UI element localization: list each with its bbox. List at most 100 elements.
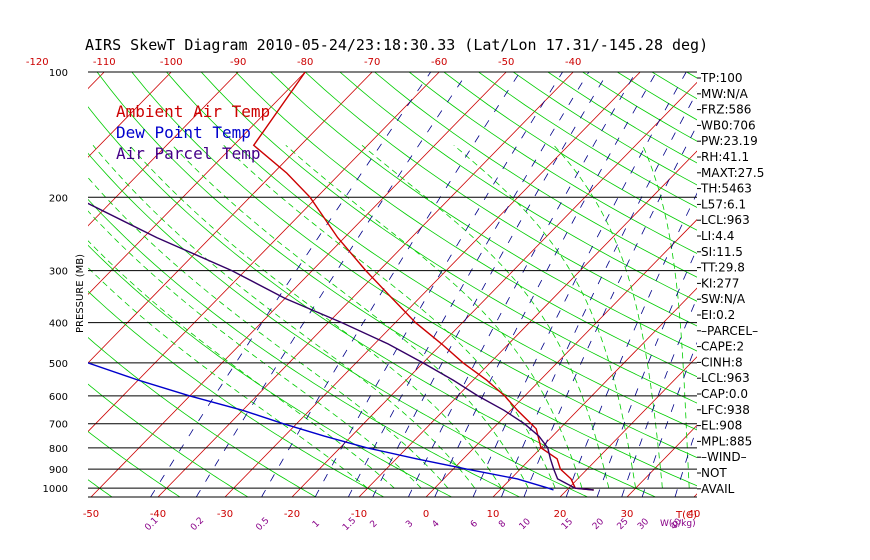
mixing-ratio-line [434,72,657,497]
legend-ambient: Ambient Air Temp [116,102,270,121]
dry-adiabat-line [339,72,697,302]
dry-adiabat-line [200,72,697,404]
index-label: LCL:963 [701,213,750,227]
dry-adiabat-line [235,72,697,378]
top-temp-tick-label: -50 [498,57,514,68]
index-label: FRZ:586 [701,103,751,117]
isotherm-line [88,72,373,364]
top-temp-tick-label: -60 [431,57,447,68]
index-label: –WIND– [701,450,747,464]
mixing-ratio-line [261,72,521,497]
mixing-ratio-tick-label: 0.5 [254,516,271,533]
x-axis-unit-label: T(C) [675,510,697,521]
dry-adiabat-line [166,72,697,431]
mixing-ratio-tick-label: 0.2 [189,516,206,533]
mixing-ratio-line [621,296,697,497]
mixing-ratio-unit-label: W(g/kg) [660,519,696,529]
index-label: –PARCEL– [701,324,758,338]
dry-adiabat-line [651,72,697,100]
index-label: CAPE:2 [701,340,744,354]
index-label: CAP:0.0 [701,387,748,401]
index-label: MAXT:27.5 [701,166,764,180]
index-label: TT:29.8 [700,261,745,275]
isotherm-line [88,72,239,227]
top-temp-tick-label: -70 [364,57,380,68]
bottom-temp-tick-label: -50 [83,509,99,520]
sounding-series [88,72,594,491]
pressure-tick-label: 400 [49,319,68,330]
top-temperature-ticks: -120 -110 -100 -90 -80 -70 -60 -50 -40 [26,57,582,68]
dry-adiabat-line [0,72,44,497]
mixing-ratio-line [314,72,563,497]
moist-adiabat-line [92,145,476,489]
isotherm-line [626,424,697,497]
legend-parcel: Air Parcel Temp [116,144,261,163]
dry-adiabat-line [96,72,697,487]
moist-adiabat-line [361,144,610,489]
index-label: MPL:885 [701,434,752,448]
index-label: LCL:963 [701,371,750,385]
isotherm-line [291,81,697,497]
bottom-temp-tick-label: -30 [217,509,233,520]
mixing-ratio-tick-label: 3 [404,519,415,530]
bottom-temp-tick-label: -10 [351,509,367,520]
mixing-ratio-line [565,192,697,497]
moist-adiabat-line [88,210,422,489]
dry-adiabat-line [88,431,181,497]
bottom-temp-tick-label: 10 [487,509,500,520]
mixing-ratio-line [347,72,590,497]
isotherm-line [761,72,870,497]
moist-adiabat-line [223,145,556,489]
isotherm-line [559,356,697,497]
moist-adiabat-line [172,145,529,489]
mixing-ratio-line [500,91,697,497]
isotherm-line [88,72,172,158]
dry-adiabat-line [88,479,113,497]
isotherm-line [224,72,641,497]
index-label: AVAIL [701,482,735,496]
index-label: RH:41.1 [701,150,749,164]
mixing-ratio-tick-label: 8 [497,519,508,530]
index-label: L57:6.1 [701,197,746,211]
series-line-parcel [88,202,594,491]
dry-adiabat-line [88,383,249,497]
top-temp-tick-label: -90 [230,57,246,68]
bottom-temp-tick-label: 40 [688,509,701,520]
index-label: MW:N/A [701,87,749,101]
moist-adiabat-line [88,267,368,489]
moist-adiabat-line [285,144,583,489]
mixing-ratio-tick-label: 6 [469,519,480,530]
index-label: CINH:8 [701,355,743,369]
chart-title: AIRS SkewT Diagram 2010-05-24/23:18:30.3… [85,36,708,54]
isotherm-line [88,72,306,295]
pressure-tick-labels: 100 200 300 400 500 600 700 800 900 1000 [43,68,68,495]
index-label: TP:100 [700,71,743,85]
pressure-tick-label: 900 [49,465,68,476]
moist-adiabat-line [88,240,395,489]
index-label: WB0:706 [701,118,756,132]
mixing-ratio-line [408,72,637,497]
pressure-tick-label: 300 [49,267,68,278]
pressure-tick-label: 1000 [43,484,68,495]
moist-adiabat-line [88,176,449,489]
pressure-tick-label: 100 [49,68,68,79]
index-label: SI:11.5 [701,245,743,259]
index-label: EL:908 [701,419,742,433]
grid-lines [0,72,870,497]
index-label: EI:0.2 [701,308,735,322]
moist-adiabat-line [129,145,502,489]
dry-adiabat-line [131,72,697,458]
index-label: KI:277 [701,276,739,290]
top-temp-tick-label: -40 [565,57,581,68]
bottom-temp-tick-label: 0 [423,509,429,520]
bottom-temperature-ticks: -50 -40 -30 -20 -10 0 10 20 30 40 [83,509,701,520]
legend: Ambient Air Temp Dew Point Temp Air Parc… [116,102,270,163]
isotherm-line [88,72,440,433]
mixing-ratio-tick-label: 10 [518,517,533,532]
top-temp-tick-label: -80 [297,57,313,68]
bottom-temp-tick-label: 20 [554,509,567,520]
top-temp-tick-label: -120 [26,57,49,68]
bottom-temp-tick-label: 30 [621,509,634,520]
dry-adiabat-line [88,290,384,497]
y-axis-label: PRESSURE (MB) [75,254,86,333]
